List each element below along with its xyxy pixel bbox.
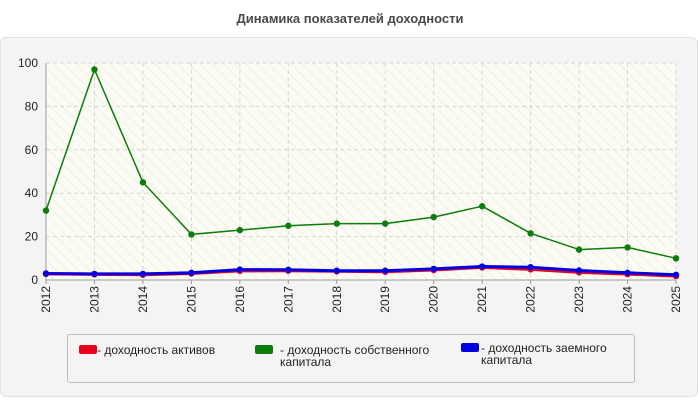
x-tick-label: 2013 — [87, 286, 101, 313]
series-point-1 — [382, 220, 389, 227]
chart-title: Динамика показателей доходности — [236, 11, 464, 26]
y-tick-label: 40 — [25, 186, 39, 200]
x-tick-label: 2018 — [330, 286, 344, 313]
series-point-2 — [382, 267, 389, 274]
series-point-2 — [333, 267, 340, 274]
series-point-1 — [430, 213, 437, 221]
x-tick-label: 2024 — [621, 286, 635, 313]
plot-area-hatch — [46, 63, 676, 280]
series-point-2 — [139, 270, 147, 278]
x-tick-label: 2016 — [233, 286, 247, 313]
x-tick-label: 2014 — [136, 286, 150, 313]
series-point-1 — [333, 220, 340, 227]
y-tick-label: 80 — [25, 99, 39, 113]
series-point-2 — [91, 270, 98, 278]
x-tick-label: 2015 — [184, 286, 198, 313]
x-tick-label: 2023 — [572, 286, 586, 313]
chart-legend: - доходность активов - доходность собств… — [67, 334, 635, 383]
x-tick-label: 2025 — [669, 286, 683, 313]
series-point-2 — [188, 269, 195, 277]
series-point-2 — [527, 263, 534, 271]
x-tick-label: 2019 — [378, 286, 392, 313]
series-point-2 — [236, 266, 244, 273]
legend-label-assets: - доходность активов — [97, 343, 216, 357]
series-point-2 — [624, 269, 631, 277]
series-point-1 — [139, 179, 147, 186]
series-point-2 — [285, 266, 292, 274]
x-tick-label: 2012 — [39, 286, 53, 313]
series-point-1 — [42, 207, 50, 214]
y-tick-label: 20 — [25, 230, 39, 244]
x-tick-label: 2021 — [475, 286, 489, 313]
x-tick-label: 2017 — [281, 286, 295, 313]
series-point-1 — [188, 231, 195, 238]
series-point-1 — [285, 222, 292, 229]
series-point-2 — [672, 271, 680, 278]
legend-label-equity: - доходность собственного капитала — [280, 343, 430, 369]
x-tick-label: 2020 — [427, 286, 441, 313]
series-point-1 — [236, 226, 244, 234]
series-point-1 — [672, 255, 680, 262]
series-point-1 — [527, 230, 534, 237]
legend-swatch-equity — [255, 345, 273, 354]
series-line-1 — [45, 68, 677, 260]
legend-swatch-assets — [79, 345, 97, 354]
series-point-1 — [624, 244, 631, 251]
legend-swatch-debt — [461, 343, 479, 352]
series-point-2 — [478, 263, 486, 270]
y-tick-label: 60 — [25, 143, 39, 157]
series-point-2 — [42, 270, 50, 277]
series-point-1 — [575, 246, 583, 253]
series-point-1 — [91, 66, 98, 73]
y-tick-label: 100 — [18, 56, 38, 70]
x-tick-label: 2022 — [524, 286, 538, 313]
y-tick-label: 0 — [31, 273, 38, 287]
legend-label-debt: - доходность заемного капитала — [481, 341, 607, 367]
series-line-2 — [45, 265, 677, 277]
series-point-1 — [478, 203, 486, 210]
series-point-2 — [430, 265, 437, 273]
series-point-2 — [575, 267, 583, 274]
